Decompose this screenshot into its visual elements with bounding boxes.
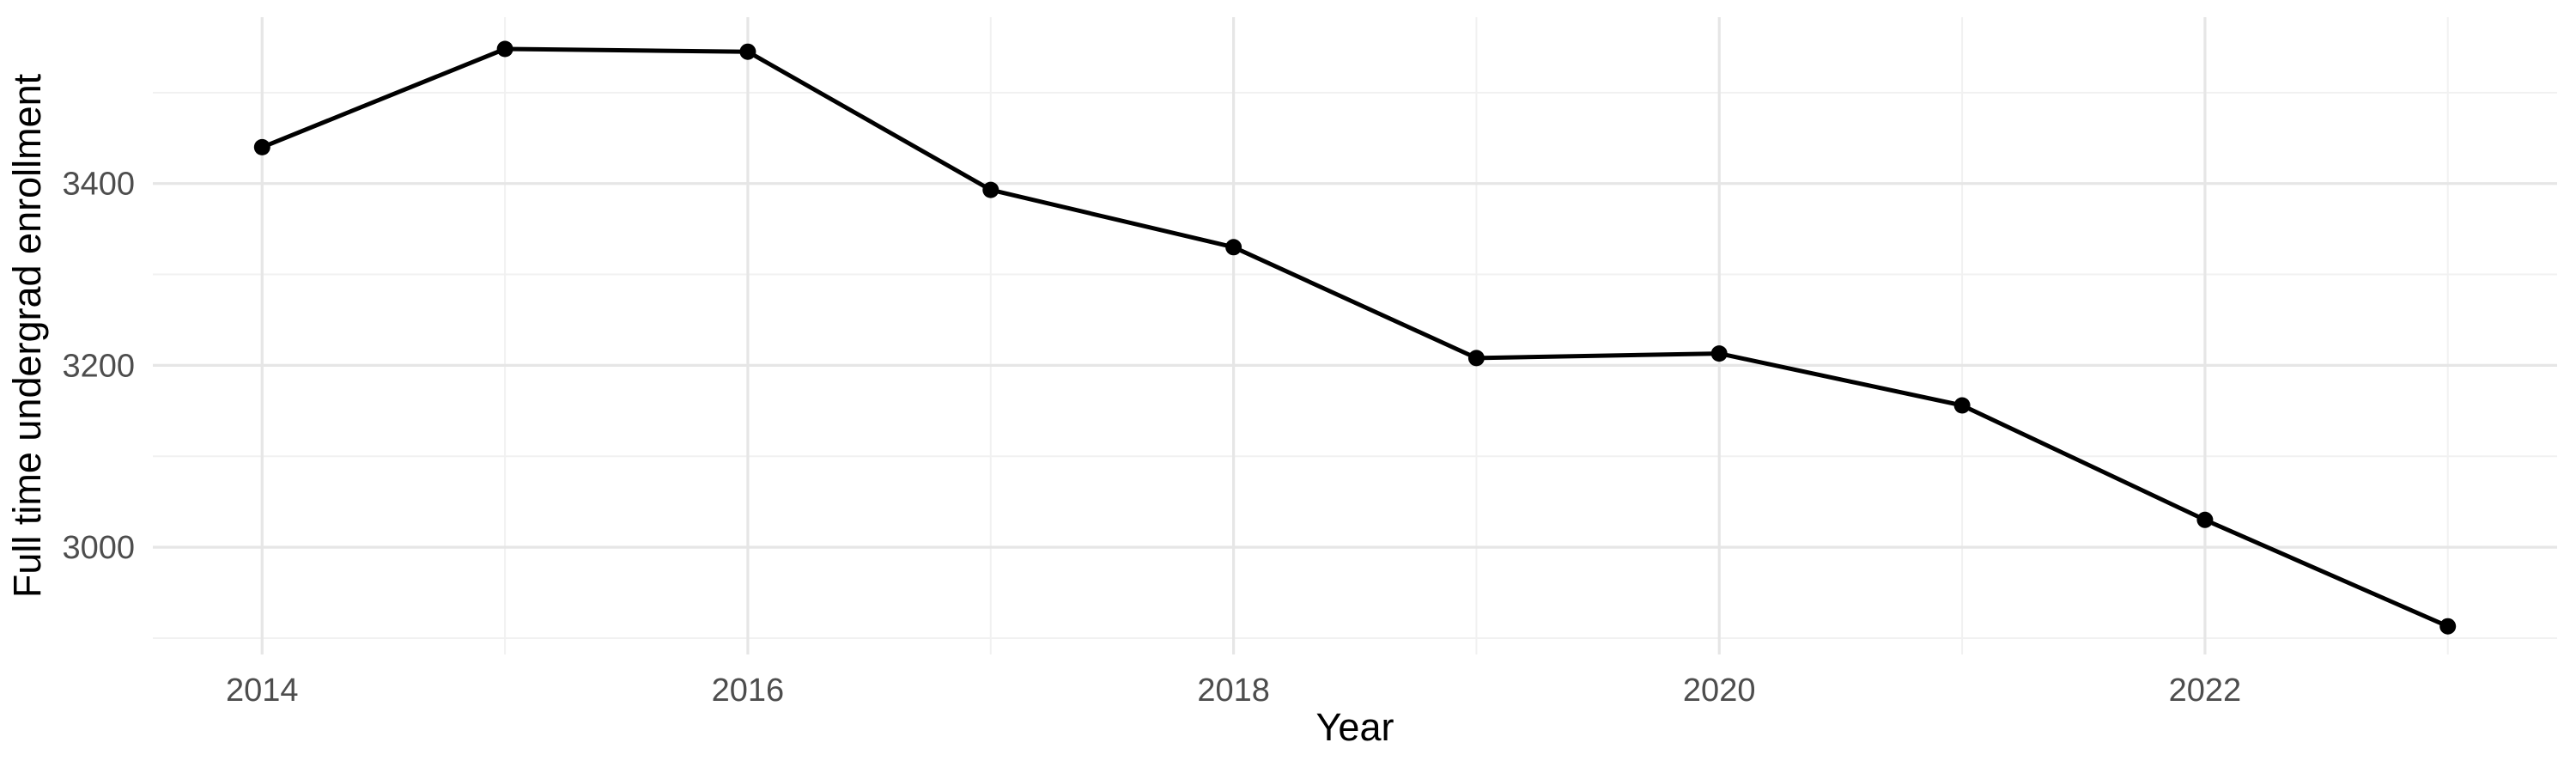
y-axis-title: Full time undergrad enrollment bbox=[5, 73, 49, 598]
data-point bbox=[739, 43, 756, 60]
x-axis-tick-labels: 2014 2016 2018 2020 2022 bbox=[226, 673, 2241, 709]
x-tick-label: 2018 bbox=[1197, 673, 1270, 709]
y-tick-label: 3400 bbox=[62, 167, 135, 203]
enrollment-series-line bbox=[261, 46, 2449, 629]
minor-gridlines bbox=[153, 17, 2557, 654]
data-point bbox=[1953, 397, 1971, 414]
y-tick-label: 3000 bbox=[62, 530, 135, 566]
x-tick-label: 2016 bbox=[712, 673, 785, 709]
data-point bbox=[1710, 345, 1728, 362]
major-gridlines bbox=[153, 17, 2557, 654]
y-tick-label: 3200 bbox=[62, 348, 135, 384]
data-point bbox=[496, 40, 513, 58]
data-point bbox=[2439, 618, 2457, 635]
data-point bbox=[1225, 239, 1242, 256]
x-axis-title: Year bbox=[1316, 705, 1394, 749]
data-point bbox=[982, 181, 999, 198]
data-point bbox=[253, 138, 270, 155]
trend-line bbox=[261, 46, 2449, 629]
y-axis-tick-labels: 3000 3200 3400 bbox=[62, 167, 135, 566]
x-tick-label: 2020 bbox=[1683, 673, 1756, 709]
data-point bbox=[1467, 350, 1485, 367]
x-tick-label: 2014 bbox=[226, 673, 299, 709]
data-point bbox=[2196, 511, 2214, 528]
x-tick-label: 2022 bbox=[2169, 673, 2242, 709]
enrollment-series-points bbox=[253, 40, 2457, 635]
